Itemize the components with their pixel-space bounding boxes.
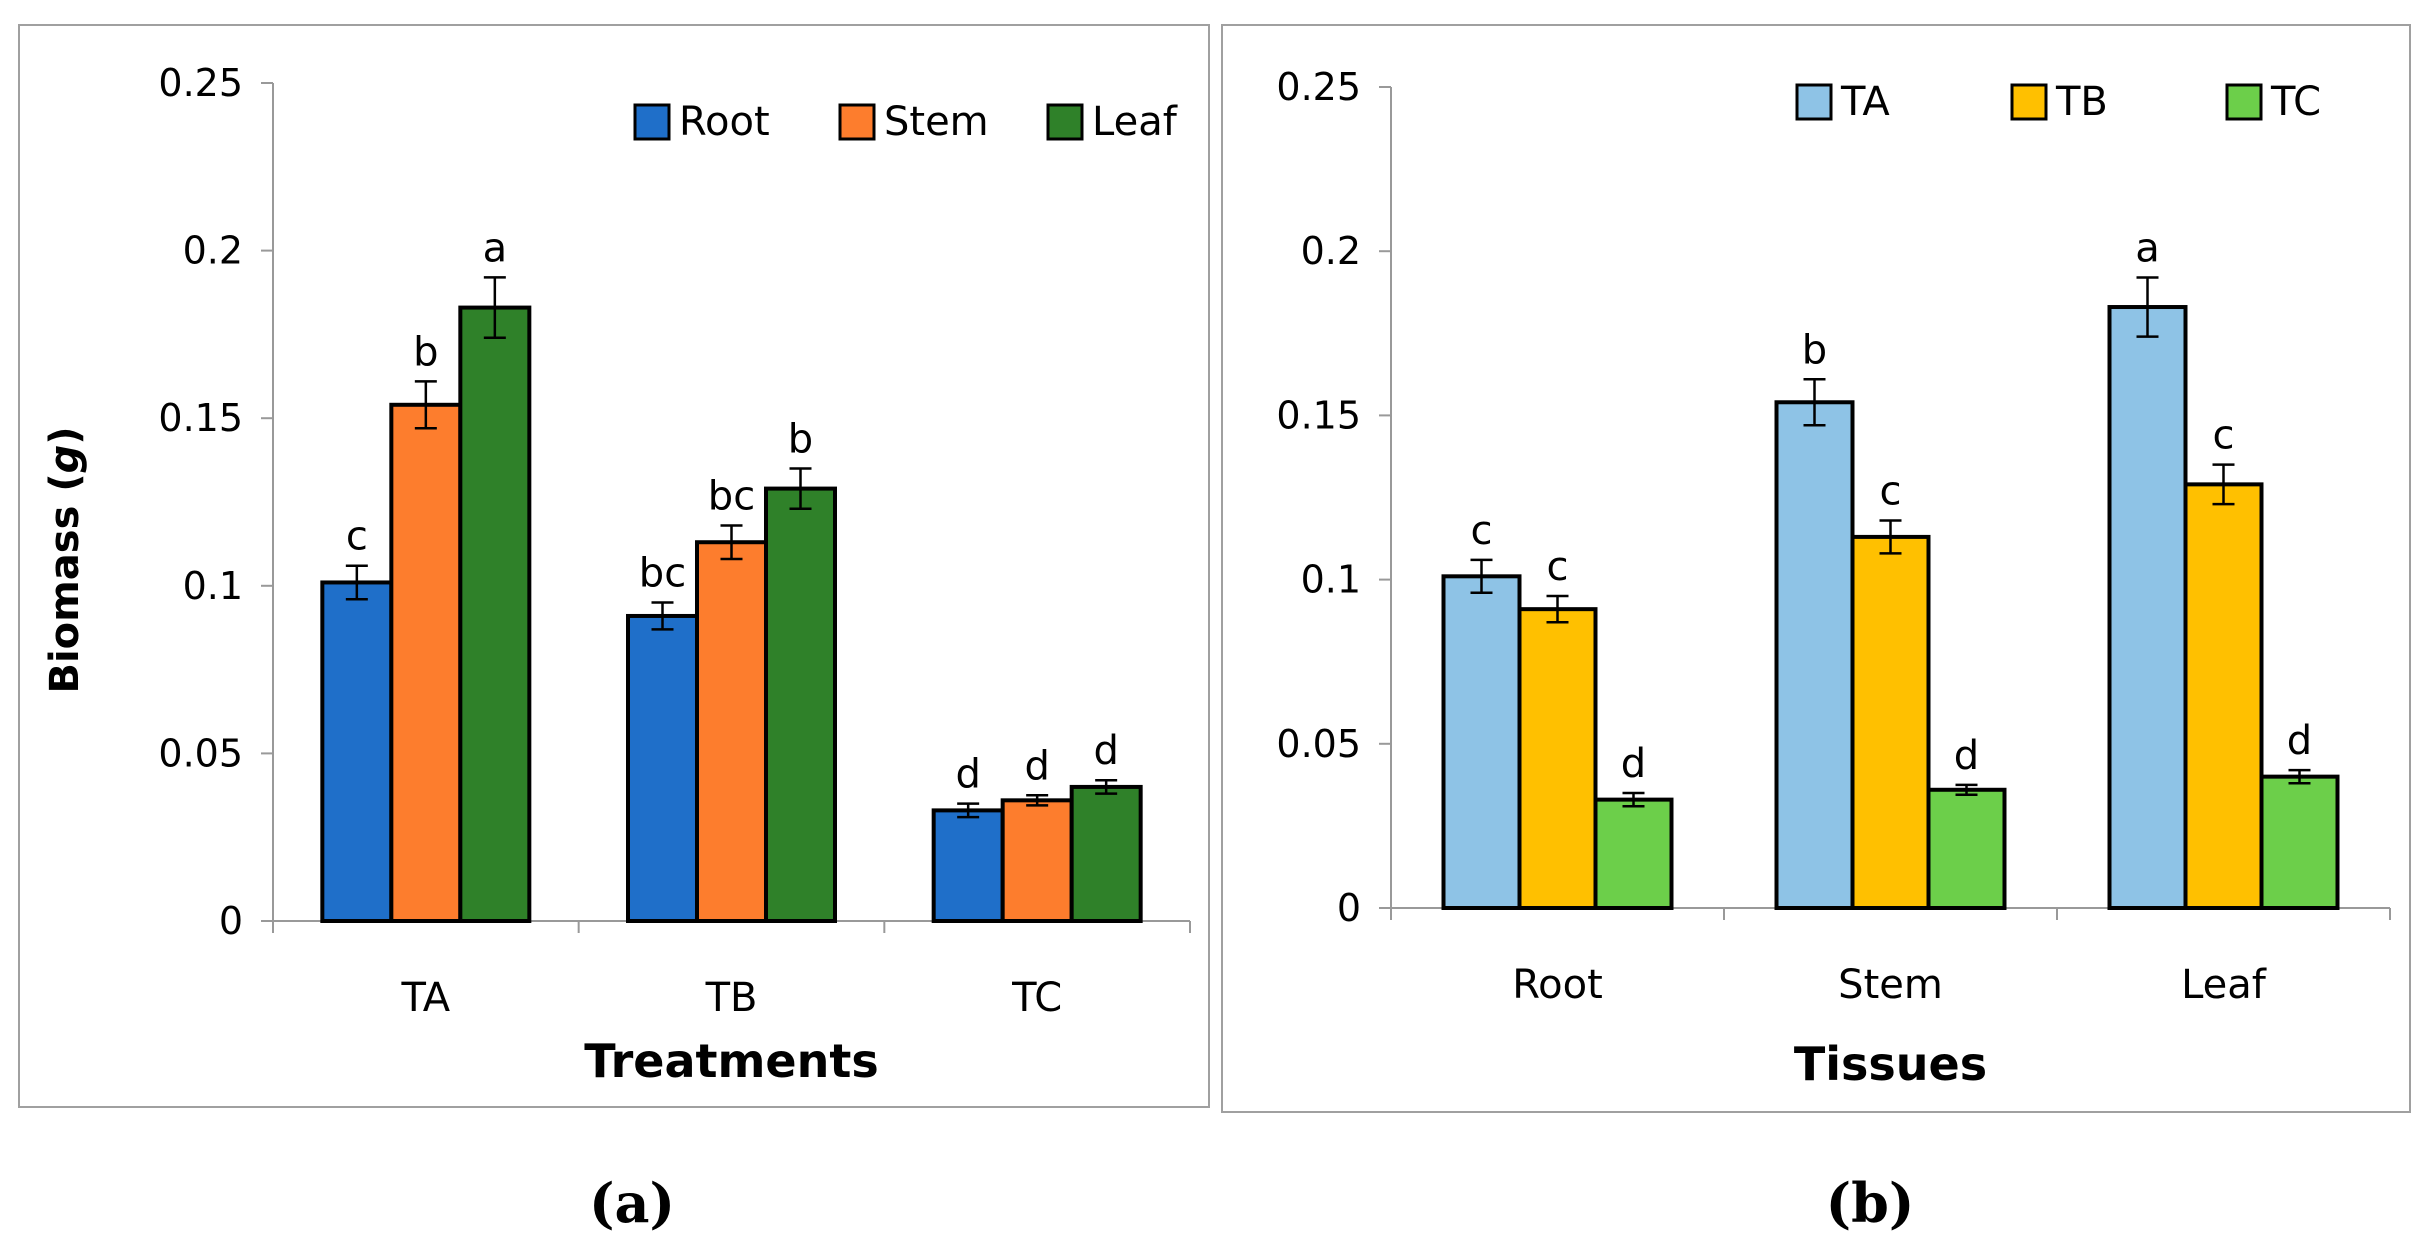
chart-a-bar <box>389 402 463 923</box>
chart-a-xtick-label: TA <box>400 975 450 1021</box>
chart-a-significance-letter: d <box>1024 743 1049 789</box>
chart-b-significance-letter: d <box>2287 718 2312 764</box>
chart-b-ytick-label: 0.15 <box>1276 393 1361 437</box>
chart-a-legend-label: Root <box>679 99 770 145</box>
chart-a-bar <box>1069 784 1143 923</box>
chart-b-bar <box>1593 797 1674 910</box>
chart-a-significance-letter: bc <box>639 551 686 597</box>
chart-b-significance-letter: c <box>1471 508 1493 554</box>
chart-a-bar <box>458 305 532 924</box>
chart-b-bar <box>1517 607 1598 910</box>
chart-a-bar <box>626 613 699 924</box>
chart-b-legend-label: TA <box>1840 79 1890 125</box>
chart-b-legend-swatch <box>2010 83 2048 121</box>
chart-b-significance-letter: d <box>1621 741 1646 787</box>
chart-a-xtick-label: TC <box>1011 975 1062 1021</box>
chart-a-legend-label: Stem <box>884 99 989 145</box>
chart-a-legend-swatch <box>838 103 876 141</box>
chart-a-significance-letter: b <box>413 329 438 375</box>
chart-a-xtick-label: TB <box>705 975 758 1021</box>
chart-b-bar <box>2107 305 2188 910</box>
chart-b-legend-swatch <box>1795 83 1833 121</box>
chart-b-xlabel: Tissues <box>1794 1037 1987 1091</box>
chart-b-ytick-label: 0 <box>1337 886 1361 930</box>
chart-a-bar <box>764 486 837 923</box>
chart-a-bar <box>695 540 768 923</box>
chart-a-legend-swatch <box>1046 103 1084 141</box>
chart-b-ytick-label: 0.25 <box>1276 65 1361 109</box>
chart-a-significance-letter: d <box>1093 728 1118 774</box>
chart-b-xtick-label: Leaf <box>2181 962 2267 1008</box>
chart-b-legend-label: TB <box>2055 79 2108 125</box>
chart-b-ytick-label: 0.2 <box>1301 229 1361 273</box>
chart-b-significance-letter: c <box>1880 468 1902 514</box>
chart-b-significance-letter: c <box>1547 544 1569 590</box>
chart-a-significance-letter: c <box>346 514 368 560</box>
chart-a-significance-letter: b <box>788 416 813 462</box>
chart-b-xtick-label: Stem <box>1838 962 1943 1008</box>
chart-b-bar <box>1441 574 1522 910</box>
chart-a-ylabel: Biomass (g) <box>42 426 88 693</box>
chart-a-significance-letter: a <box>483 225 508 271</box>
chart-b-legend-label: TC <box>2270 79 2321 125</box>
chart-a-bar <box>931 808 1005 923</box>
chart-b-bar <box>1774 400 1855 910</box>
chart-b-significance-letter: c <box>2213 413 2235 459</box>
chart-a-significance-letter: d <box>955 752 980 798</box>
chart-a-ytick-label: 0 <box>219 899 243 943</box>
chart-b-ytick-label: 0.1 <box>1301 558 1361 602</box>
chart-a-bar <box>320 580 394 923</box>
chart-b-ytick-label: 0.05 <box>1276 722 1361 766</box>
chart-a-legend-label: Leaf <box>1092 99 1178 145</box>
caption-b: (b) <box>1826 1171 1915 1235</box>
chart-a-legend-swatch <box>633 103 671 141</box>
panel-a-border <box>18 24 1210 1108</box>
chart-a-ytick-label: 0.25 <box>158 61 243 105</box>
chart-b-bar <box>1926 787 2007 910</box>
chart-a-significance-letter: bc <box>708 473 755 519</box>
chart-b-bar <box>2183 482 2264 910</box>
chart-a-bar <box>1000 798 1074 923</box>
chart-b-legend-swatch <box>2225 83 2263 121</box>
caption-a: (a) <box>589 1171 675 1235</box>
chart-a-xlabel: Treatments <box>584 1034 879 1088</box>
chart-b: 0 0.05 0.1 0.15 0.2 0.25 c c d Root b c d Stem a c d Leaf… <box>1276 65 2391 1091</box>
chart-a-ytick-label: 0.05 <box>158 731 243 775</box>
chart-b-bar <box>2259 774 2340 911</box>
chart-b-significance-letter: a <box>2135 225 2160 271</box>
chart-b-significance-letter: d <box>1954 733 1979 779</box>
chart-a-ytick-label: 0.2 <box>183 229 243 273</box>
chart-b-significance-letter: b <box>1802 327 1827 373</box>
chart-a-ytick-label: 0.15 <box>158 396 243 440</box>
chart-b-bar <box>1850 534 1931 911</box>
chart-a-ytick-label: 0.1 <box>183 564 243 608</box>
chart-b-xtick-label: Root <box>1512 962 1603 1008</box>
